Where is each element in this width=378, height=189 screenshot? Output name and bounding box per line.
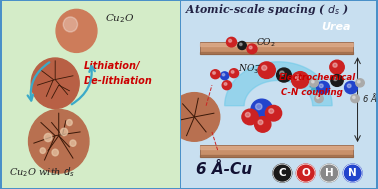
FancyBboxPatch shape <box>200 42 353 54</box>
Bar <box>200 146 353 149</box>
Text: De-lithiation: De-lithiation <box>84 76 152 86</box>
Circle shape <box>262 65 267 70</box>
Circle shape <box>220 72 229 80</box>
Circle shape <box>63 17 77 32</box>
Circle shape <box>317 81 330 94</box>
Text: H: H <box>325 168 333 178</box>
Circle shape <box>353 96 355 99</box>
Circle shape <box>330 60 344 74</box>
Circle shape <box>345 81 357 94</box>
Circle shape <box>333 77 337 81</box>
Circle shape <box>240 43 242 46</box>
Circle shape <box>296 164 315 182</box>
Circle shape <box>356 79 364 87</box>
Circle shape <box>231 70 234 73</box>
Text: Cu$_2$O with $d_s$: Cu$_2$O with $d_s$ <box>9 165 75 179</box>
Text: C-N coupling: C-N coupling <box>281 88 343 98</box>
Text: Atomic-scale spacing ( $\it{d_s}$ ): Atomic-scale spacing ( $\it{d_s}$ ) <box>184 2 349 17</box>
Circle shape <box>316 96 319 99</box>
Circle shape <box>311 81 314 83</box>
Circle shape <box>56 9 97 52</box>
Circle shape <box>291 72 309 88</box>
Circle shape <box>238 41 246 50</box>
Circle shape <box>315 94 323 103</box>
Text: CO$_2$: CO$_2$ <box>256 37 276 50</box>
Text: C: C <box>279 168 286 178</box>
Circle shape <box>331 75 343 86</box>
Circle shape <box>226 37 237 47</box>
Circle shape <box>255 117 271 132</box>
Text: NO$_3^-$: NO$_3^-$ <box>239 63 262 76</box>
Circle shape <box>347 84 351 88</box>
Bar <box>200 155 353 157</box>
Text: O: O <box>301 168 310 178</box>
Circle shape <box>224 83 227 85</box>
Circle shape <box>40 148 45 153</box>
Circle shape <box>247 44 257 54</box>
Circle shape <box>343 164 362 182</box>
Circle shape <box>229 69 239 78</box>
Text: 6 Å: 6 Å <box>363 95 377 104</box>
Circle shape <box>31 58 79 108</box>
FancyBboxPatch shape <box>200 145 353 157</box>
Circle shape <box>70 140 76 146</box>
Text: 6 Å-Cu: 6 Å-Cu <box>196 162 253 177</box>
Circle shape <box>280 71 284 75</box>
Circle shape <box>256 104 262 110</box>
Circle shape <box>242 109 258 125</box>
Text: Cu$_2$O: Cu$_2$O <box>105 12 135 25</box>
Circle shape <box>28 109 89 173</box>
Circle shape <box>258 62 275 78</box>
Circle shape <box>245 112 250 117</box>
Circle shape <box>295 75 301 80</box>
Text: Electrochemical: Electrochemical <box>278 74 356 82</box>
Circle shape <box>249 46 252 49</box>
Circle shape <box>333 63 337 67</box>
Text: Lithiation/: Lithiation/ <box>84 61 140 71</box>
Circle shape <box>310 79 318 87</box>
Circle shape <box>320 164 339 182</box>
Circle shape <box>277 68 291 82</box>
Circle shape <box>60 128 68 136</box>
Circle shape <box>222 81 231 90</box>
Bar <box>200 43 353 46</box>
Circle shape <box>351 94 359 103</box>
Circle shape <box>251 99 273 120</box>
Circle shape <box>52 149 58 156</box>
Circle shape <box>169 93 220 141</box>
Circle shape <box>44 133 52 142</box>
Circle shape <box>229 39 232 42</box>
Circle shape <box>222 74 225 76</box>
Circle shape <box>67 120 72 125</box>
Circle shape <box>273 164 292 182</box>
Circle shape <box>319 84 323 88</box>
Circle shape <box>265 105 282 121</box>
Circle shape <box>211 70 220 79</box>
Text: N: N <box>348 168 357 178</box>
Bar <box>200 52 353 54</box>
Circle shape <box>258 120 263 125</box>
Circle shape <box>213 72 215 74</box>
Circle shape <box>358 81 360 83</box>
Circle shape <box>269 109 274 113</box>
Text: Urea: Urea <box>321 22 351 32</box>
Polygon shape <box>225 62 332 106</box>
